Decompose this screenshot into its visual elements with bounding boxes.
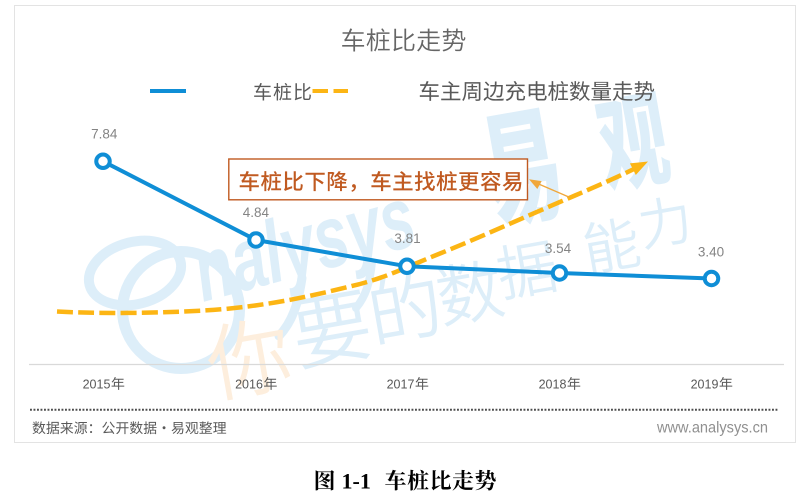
svg-text:2016: 2016: [235, 378, 263, 392]
svg-text:2015: 2015: [83, 378, 111, 392]
svg-text:2019: 2019: [691, 378, 719, 392]
svg-text:4.84: 4.84: [243, 205, 270, 220]
svg-text:www.analysys.cn: www.analysys.cn: [656, 420, 768, 437]
svg-text:3.81: 3.81: [394, 231, 420, 246]
svg-text:3.54: 3.54: [545, 241, 572, 256]
svg-text:3.40: 3.40: [698, 245, 724, 260]
svg-text:2017: 2017: [387, 378, 415, 392]
svg-text:7.84: 7.84: [91, 127, 118, 142]
svg-text:1-1: 1-1: [342, 469, 371, 494]
svg-text:2018: 2018: [539, 378, 567, 392]
